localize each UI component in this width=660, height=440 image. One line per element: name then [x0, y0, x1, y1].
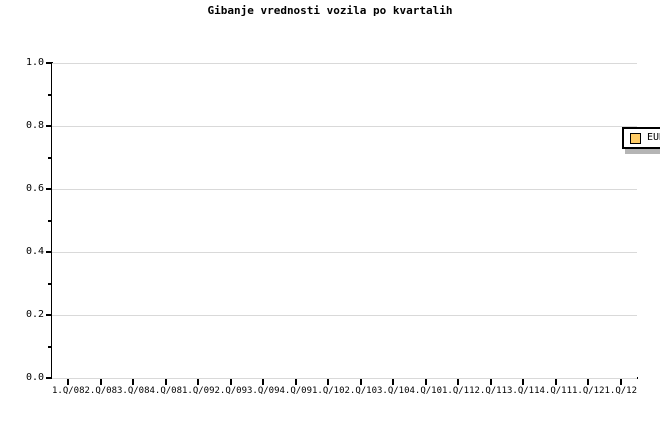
chart-title: Gibanje vrednosti vozila po kvartalih — [207, 4, 453, 17]
x-axis-tick-label: 4.Q/09 — [279, 386, 313, 396]
x-axis-tick — [164, 379, 167, 385]
y-axis-tick-major — [46, 125, 52, 127]
y-axis-tick-major — [46, 251, 52, 253]
y-axis-tick-label: 0.2 — [25, 309, 44, 320]
gridline — [52, 189, 637, 190]
x-axis-tick-label: 2.Q/11 — [474, 386, 508, 396]
y-axis-tick-label: 0.4 — [25, 246, 44, 257]
x-axis-tick — [554, 379, 557, 385]
x-axis-tick — [359, 379, 362, 385]
y-axis-tick-major — [46, 188, 52, 190]
x-axis-tick — [392, 379, 395, 385]
x-axis-tick — [99, 379, 102, 385]
x-axis-tick-label: 3.Q/10 — [376, 386, 410, 396]
y-axis-tick-major — [46, 62, 52, 64]
x-axis-tick — [489, 379, 492, 385]
x-axis-tick — [197, 379, 200, 385]
y-axis-tick-label: 0.0 — [25, 372, 44, 383]
y-axis-tick-minor — [48, 93, 52, 96]
x-axis-tick-label: 4.Q/08 — [149, 386, 183, 396]
x-axis-tick — [619, 379, 622, 385]
legend[interactable]: EUR — [622, 127, 660, 149]
x-axis-tick — [229, 379, 232, 385]
gridline — [52, 378, 637, 379]
x-axis-tick-label: 1.Q/11 — [441, 386, 475, 396]
x-axis-tick — [424, 379, 427, 385]
gridline — [52, 126, 637, 127]
y-axis-tick-major — [46, 377, 52, 379]
gridline — [52, 63, 637, 64]
x-axis-tick-label: 1.Q/10 — [311, 386, 345, 396]
y-axis-tick-major — [46, 314, 52, 316]
x-axis-tick-label: 1.Q/08 — [51, 386, 85, 396]
y-axis-tick-minor — [48, 282, 52, 285]
y-axis-tick-minor — [48, 345, 52, 348]
x-axis-tick-label: 3.Q/11 — [506, 386, 540, 396]
x-axis-tick-label: 3.Q/08 — [116, 386, 150, 396]
x-axis-tick-label: 2.Q/10 — [344, 386, 378, 396]
y-axis-tick-minor — [48, 156, 52, 159]
x-axis-tick-label: 2.Q/09 — [214, 386, 248, 396]
legend-swatch-icon — [630, 132, 641, 144]
x-axis-tick-label: 1.Q/12 — [604, 386, 638, 396]
x-axis-tick-label: 4.Q/10 — [409, 386, 443, 396]
y-axis-tick-label: 1.0 — [25, 57, 44, 68]
gridline — [52, 252, 637, 253]
y-axis-labels: 0.0 0.2 0.4 0.6 0.8 1.0 — [0, 58, 44, 383]
gridline — [52, 315, 637, 316]
x-axis-tick — [327, 379, 330, 385]
x-axis-tick-label: 4.Q/11 — [539, 386, 573, 396]
y-axis-tick-minor — [48, 219, 52, 222]
x-axis-tick-label: 2.Q/08 — [84, 386, 118, 396]
x-axis-tick — [587, 379, 590, 385]
y-axis-tick-label: 0.6 — [25, 183, 44, 194]
x-axis-tick-label: 3.Q/09 — [246, 386, 280, 396]
x-axis-tick — [132, 379, 135, 385]
plot-area: EUR — [46, 62, 660, 379]
y-axis-tick-label: 0.8 — [25, 120, 44, 131]
x-axis-tick — [522, 379, 525, 385]
x-axis-tick — [67, 379, 70, 385]
x-axis-tick — [294, 379, 297, 385]
x-axis-tick-label: 1.Q/12 — [571, 386, 605, 396]
x-axis-ticks — [52, 379, 637, 386]
x-axis-tick-label: 1.Q/09 — [181, 386, 215, 396]
x-axis-labels: 1.Q/08 2.Q/08 3.Q/08 4.Q/08 1.Q/09 2.Q/09 3.Q/… — [0, 386, 660, 400]
x-axis-tick — [262, 379, 265, 385]
x-axis-tick — [457, 379, 460, 385]
data-series-layer — [52, 63, 637, 378]
legend-label: EUR — [647, 132, 660, 143]
